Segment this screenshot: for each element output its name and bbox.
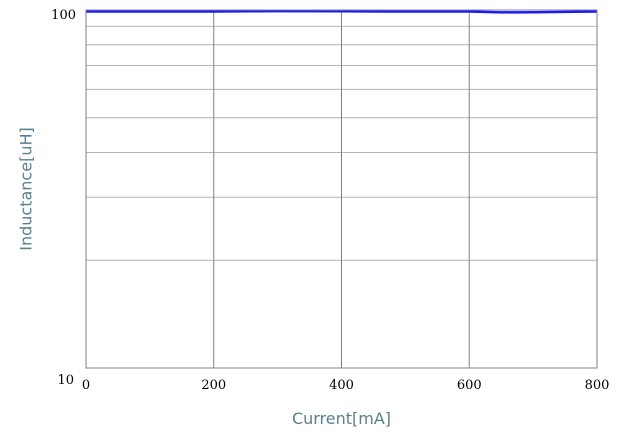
series-line [86,9,598,14]
y-axis-title: Inductance[uH] [17,127,36,250]
x-tick-label: 200 [201,378,226,393]
x-axis-title: Current[mA] [292,409,391,428]
plot-frame [85,9,598,369]
series-layer [86,9,598,14]
x-tick-label: 600 [457,378,482,393]
grid [85,10,598,368]
x-tick-label: 0 [82,378,90,393]
y-tick-label: 10 [57,373,74,388]
x-tick-labels: 0 200 400 600 800 [82,378,610,393]
x-tick-label: 800 [585,378,610,393]
x-tick-label: 400 [329,378,354,393]
y-tick-labels: 10 100 [51,8,76,388]
y-tick-label: 100 [51,8,76,23]
